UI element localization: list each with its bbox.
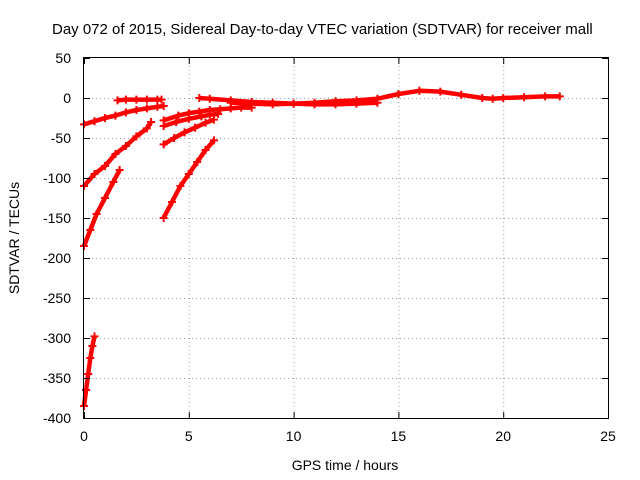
data-point: [159, 116, 168, 125]
data-point: [457, 90, 466, 99]
data-point: [90, 117, 99, 126]
data-point: [132, 132, 141, 141]
x-tick-label: 25: [600, 428, 616, 444]
data-point: [84, 370, 93, 378]
data-point: [111, 150, 120, 158]
y-tick-label: -100: [43, 170, 71, 186]
y-tick-label: 0: [63, 90, 71, 106]
data-point: [205, 106, 214, 114]
y-tick-label: -250: [43, 290, 71, 306]
data-point: [90, 170, 99, 178]
data-point: [415, 86, 424, 95]
y-tick-label: -200: [43, 250, 71, 266]
plot-frame: [83, 57, 609, 419]
ticks: [84, 58, 609, 419]
data-point: [92, 210, 101, 218]
data-point: [170, 134, 179, 142]
data-point: [209, 115, 218, 124]
data-point: [191, 123, 200, 132]
data-point: [478, 94, 487, 102]
data-point: [174, 111, 183, 120]
data-point: [331, 97, 340, 106]
x-tick-label: 10: [286, 428, 302, 444]
data-point: [520, 93, 529, 102]
data-point: [394, 90, 403, 98]
series-3-track: [82, 120, 153, 188]
series-2-track: [81, 168, 122, 247]
data-point: [268, 100, 277, 109]
data-point: [142, 104, 151, 113]
data-point: [541, 92, 550, 101]
y-tick-label: -50: [51, 130, 71, 146]
data-point: [205, 94, 214, 103]
data-point: [201, 146, 210, 154]
y-tick-labels: 50 0 -50 -100 -150 -200 -250 -300 -350 -400: [43, 50, 71, 426]
x-tick-label: 0: [80, 428, 88, 444]
data-point: [555, 92, 564, 101]
data-point: [168, 198, 177, 206]
data-point: [86, 226, 95, 234]
data-point: [115, 166, 124, 174]
data-point: [100, 114, 109, 122]
data-point: [436, 87, 445, 96]
x-tick-label: 15: [391, 428, 407, 444]
data-point: [142, 95, 151, 104]
data-point: [352, 96, 361, 105]
data-point: [499, 94, 508, 102]
y-axis-label: SDTVAR / TECUs: [6, 182, 22, 294]
y-tick-label: -400: [43, 410, 71, 426]
data-point: [488, 94, 497, 103]
grid: [84, 58, 608, 418]
x-axis-label: GPS time / hours: [292, 457, 399, 473]
data-point: [111, 111, 120, 120]
series-group: [80, 86, 564, 410]
data-point: [176, 182, 185, 190]
data-point: [289, 99, 298, 108]
data-point: [147, 118, 156, 126]
data-point: [184, 170, 193, 178]
data-point: [172, 118, 181, 126]
data-point: [90, 332, 99, 341]
data-point: [310, 98, 319, 107]
x-tick-label: 5: [185, 428, 193, 444]
data-point: [121, 108, 130, 117]
data-point: [100, 162, 109, 170]
data-point: [100, 194, 109, 202]
data-point: [184, 109, 193, 118]
series-11-track: [230, 88, 560, 107]
data-point: [216, 105, 225, 114]
data-point: [88, 342, 97, 350]
data-point: [132, 95, 141, 104]
data-point: [226, 98, 235, 107]
data-point: [159, 140, 168, 149]
data-point: [109, 178, 118, 186]
data-point: [113, 96, 122, 105]
data-point: [159, 214, 168, 222]
x-tick-label: 20: [495, 428, 511, 444]
data-point: [193, 158, 202, 166]
data-point: [247, 99, 256, 108]
data-point: [86, 354, 95, 362]
data-point: [159, 102, 168, 110]
data-point: [197, 112, 206, 121]
y-tick-label: -300: [43, 330, 71, 346]
chart-title: Day 072 of 2015, Sidereal Day-to-day VTE…: [52, 21, 593, 38]
y-tick-label: -150: [43, 210, 71, 226]
data-point: [121, 95, 130, 104]
data-point: [195, 107, 204, 116]
data-point: [142, 124, 151, 133]
x-tick-labels: 0 5 10 15 20 25: [80, 428, 616, 444]
data-point: [180, 128, 189, 137]
data-point: [121, 142, 130, 150]
data-point: [201, 118, 210, 127]
y-tick-label: 50: [55, 50, 71, 66]
data-point: [157, 95, 166, 104]
data-point: [132, 106, 141, 114]
data-point: [373, 94, 382, 103]
data-point: [209, 136, 218, 145]
y-tick-label: -350: [43, 370, 71, 386]
data-point: [195, 94, 204, 102]
